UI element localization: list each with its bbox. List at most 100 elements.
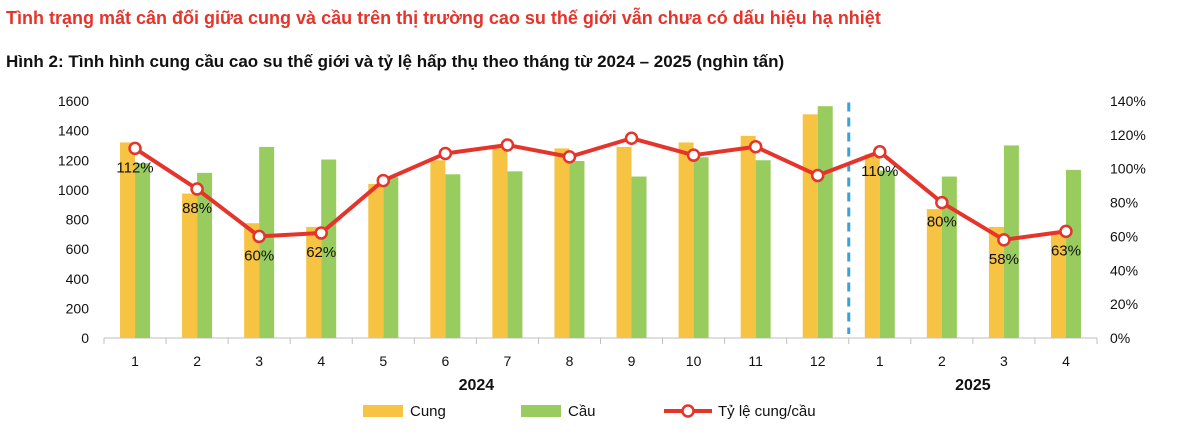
legend-swatch-cau: [521, 405, 561, 417]
y-left-tick-label: 800: [66, 212, 90, 228]
bar-cau: [445, 174, 461, 338]
bar-cau: [507, 171, 523, 338]
bar-cau: [383, 177, 399, 338]
legend-swatch-ratio-point: [681, 404, 695, 418]
bar-cung: [182, 193, 198, 338]
y-right-tick-label: 0%: [1110, 330, 1130, 346]
ratio-point: [997, 233, 1011, 247]
bar-cau: [321, 159, 337, 338]
bar-cau: [631, 176, 647, 338]
bar-cung: [244, 223, 260, 338]
y-right-tick-label: 40%: [1110, 262, 1138, 278]
bar-cung: [430, 160, 446, 338]
ratio-point: [686, 148, 701, 162]
y-right-tick-label: 120%: [1110, 127, 1146, 143]
y-left-tick-label: 1000: [58, 182, 89, 198]
ratio-data-label: 110%: [861, 163, 898, 180]
bar-cung: [678, 142, 694, 338]
bar-cung: [368, 183, 384, 338]
ratio-point: [376, 173, 391, 188]
ratio-point: [748, 139, 763, 154]
x-tick-label: 4: [1062, 353, 1070, 369]
year-label: 2025: [955, 377, 991, 394]
ratio-point: [252, 229, 266, 244]
axes-group: 0 200 400 600 800 1000 1200 1400 1600 0% 20% 40% 60%…: [58, 93, 1146, 394]
ratio-data-label: 62%: [306, 244, 336, 261]
bar-cau: [197, 172, 213, 338]
bar-cau: [755, 160, 771, 338]
bar-cung: [926, 209, 942, 338]
ratio-point: [1059, 224, 1073, 239]
bar-cau: [817, 106, 833, 338]
ratio-point: [438, 146, 453, 161]
bar-cau: [941, 176, 957, 338]
ratio-data-label: 112%: [116, 159, 153, 176]
bar-cau: [1065, 169, 1081, 338]
bar-cung: [864, 154, 880, 338]
ratio-data-label: 58%: [989, 251, 1019, 268]
legend-swatch-cung: [363, 405, 403, 417]
legend-label-cau: Cầu: [568, 403, 596, 420]
bar-cau: [693, 157, 709, 338]
bar-cau: [879, 170, 895, 338]
ratio-point: [190, 182, 204, 196]
bar-cau: [259, 146, 275, 338]
bar-cung: [740, 135, 756, 338]
ratio-data-label: 60%: [244, 247, 274, 264]
bar-cung: [492, 146, 508, 338]
x-tick-label: 7: [504, 353, 512, 369]
x-tick-label: 3: [1000, 353, 1008, 369]
x-tick-label: 5: [379, 353, 387, 369]
ratio-point: [873, 145, 887, 159]
bar-cung: [120, 142, 136, 338]
x-tick-label: 1: [131, 353, 139, 369]
bar-cau: [135, 163, 151, 338]
ratio-line-group: [128, 131, 1073, 247]
year-label: 2024: [459, 377, 495, 394]
y-left-tick-label: 1600: [58, 93, 89, 109]
bar-cung: [1050, 231, 1066, 338]
ratio-data-label: 63%: [1051, 242, 1081, 259]
bar-cung: [616, 146, 632, 338]
y-right-tick-label: 60%: [1110, 228, 1138, 244]
y-left-tick-label: 1400: [58, 123, 89, 139]
x-tick-label: 10: [686, 353, 702, 369]
ratio-point: [935, 195, 949, 210]
y-right-tick-label: 80%: [1110, 195, 1138, 211]
bar-cung: [306, 226, 322, 338]
ratio-point: [810, 168, 825, 183]
legend-label-cung: Cung: [410, 403, 446, 420]
bar-cau: [569, 160, 585, 338]
ratio-line: [133, 136, 1067, 242]
ratio-point: [562, 150, 577, 164]
bar-cau: [1003, 145, 1019, 338]
headline: Tình trạng mất cân đối giữa cung và cầu …: [6, 8, 881, 28]
x-tick-label: 4: [317, 353, 325, 369]
bar-cung: [554, 148, 570, 338]
y-left-tick-label: 1200: [58, 152, 89, 168]
ratio-data-label: 88%: [182, 200, 212, 217]
x-tick-label: 9: [628, 353, 636, 369]
y-left-tick-label: 200: [66, 300, 90, 316]
legend-label-ratio: Tỷ lệ cung/cầu: [718, 403, 816, 420]
ratio-point: [624, 131, 639, 145]
y-right-tick-label: 140%: [1110, 93, 1146, 109]
ratio-point: [128, 141, 142, 156]
y-left-tick-label: 600: [66, 241, 90, 257]
y-left-tick-label: 400: [66, 271, 90, 287]
y-left-tick-label: 0: [81, 330, 89, 346]
ratio-data-label: 80%: [927, 214, 957, 231]
y-right-tick-label: 20%: [1110, 296, 1138, 312]
bar-cung: [802, 114, 818, 338]
x-tick-label: 6: [441, 353, 449, 369]
bar-cung: [988, 226, 1004, 338]
x-tick-label: 2: [938, 353, 946, 369]
ratio-point: [500, 138, 515, 152]
x-tick-label: 1: [876, 353, 884, 369]
x-tick-label: 8: [566, 353, 574, 369]
legend: Cung Cầu Tỷ lệ cung/cầu: [363, 403, 816, 420]
x-tick-label: 3: [255, 353, 263, 369]
y-right-tick-label: 100%: [1110, 161, 1146, 177]
ratio-point: [314, 226, 328, 240]
